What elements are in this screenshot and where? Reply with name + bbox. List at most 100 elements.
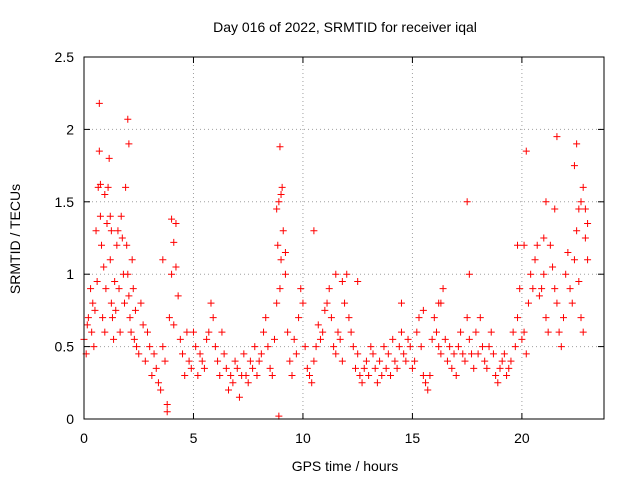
data-point (380, 343, 388, 351)
data-point (496, 364, 504, 372)
data-point (345, 314, 353, 322)
data-point (321, 306, 329, 314)
data-point (130, 335, 138, 343)
data-point (343, 270, 351, 278)
data-point (143, 328, 151, 336)
data-point (516, 285, 524, 293)
data-point (104, 183, 112, 191)
data-point (88, 328, 96, 336)
data-point (108, 314, 116, 322)
data-point (476, 314, 484, 322)
data-point (268, 372, 276, 380)
data-point (148, 372, 156, 380)
data-point (577, 198, 585, 206)
data-point (244, 379, 252, 387)
data-point (553, 299, 561, 307)
y-tick-label: 2 (66, 121, 74, 137)
data-point (430, 314, 438, 322)
data-point (279, 227, 287, 235)
data-point (170, 321, 178, 329)
data-point (106, 212, 114, 220)
data-point (131, 306, 139, 314)
data-point (411, 357, 419, 365)
data-point (551, 205, 559, 213)
data-point (492, 372, 500, 380)
data-point (310, 227, 318, 235)
data-point (122, 183, 130, 191)
data-point (323, 299, 331, 307)
data-point (454, 343, 462, 351)
data-point (277, 191, 285, 199)
data-point (297, 285, 305, 293)
data-point (231, 357, 239, 365)
data-point (336, 335, 344, 343)
data-point (257, 350, 265, 358)
data-point (101, 191, 109, 199)
data-point (391, 357, 399, 365)
data-point (419, 306, 427, 314)
data-point (570, 162, 578, 170)
data-point (106, 256, 114, 264)
data-point (406, 343, 414, 351)
data-point (579, 328, 587, 336)
data-point (262, 314, 270, 322)
data-point (111, 277, 119, 285)
data-point (127, 328, 135, 336)
data-point (117, 212, 125, 220)
data-point (419, 372, 427, 380)
data-point (384, 350, 392, 358)
data-point (433, 328, 441, 336)
data-point (209, 314, 217, 322)
data-point (103, 220, 111, 228)
data-point (314, 321, 322, 329)
data-point (546, 241, 554, 249)
y-tick-label: 2.5 (55, 49, 75, 65)
data-point (387, 372, 395, 380)
data-point (273, 299, 281, 307)
data-point (316, 335, 324, 343)
data-point (98, 241, 106, 249)
x-axis-ticks: 0 5 10 15 20 (80, 57, 530, 446)
data-point (538, 285, 546, 293)
data-point (121, 299, 129, 307)
data-point (192, 343, 200, 351)
data-point (584, 220, 592, 228)
data-point (246, 357, 254, 365)
data-point (118, 234, 126, 242)
data-point (457, 328, 465, 336)
data-point (376, 357, 384, 365)
data-point (168, 270, 176, 278)
data-point (90, 343, 98, 351)
data-point (503, 372, 511, 380)
data-point (520, 241, 528, 249)
data-point (408, 364, 416, 372)
data-point (113, 241, 121, 249)
data-point (207, 299, 215, 307)
y-axis-label: SRMTID / TECUs (7, 184, 23, 294)
data-point (187, 364, 195, 372)
data-point (93, 277, 101, 285)
data-point (141, 357, 149, 365)
y-axis-ticks: 0 0.5 1 1.5 2 2.5 (55, 49, 604, 427)
data-point (299, 299, 307, 307)
data-point (450, 350, 458, 358)
data-point (135, 350, 143, 358)
data-point (373, 379, 381, 387)
data-point (354, 277, 362, 285)
data-point (139, 321, 147, 329)
data-point (123, 241, 131, 249)
data-point (308, 379, 316, 387)
data-point (579, 183, 587, 191)
data-point (522, 147, 530, 155)
data-point (485, 343, 493, 351)
data-point (233, 364, 241, 372)
data-point (179, 350, 187, 358)
data-point (573, 140, 581, 148)
data-point (422, 379, 430, 387)
data-point (397, 299, 405, 307)
data-point (443, 357, 451, 365)
data-point (87, 285, 95, 293)
data-point (452, 372, 460, 380)
plot-frame (83, 56, 605, 420)
data-point (332, 270, 340, 278)
